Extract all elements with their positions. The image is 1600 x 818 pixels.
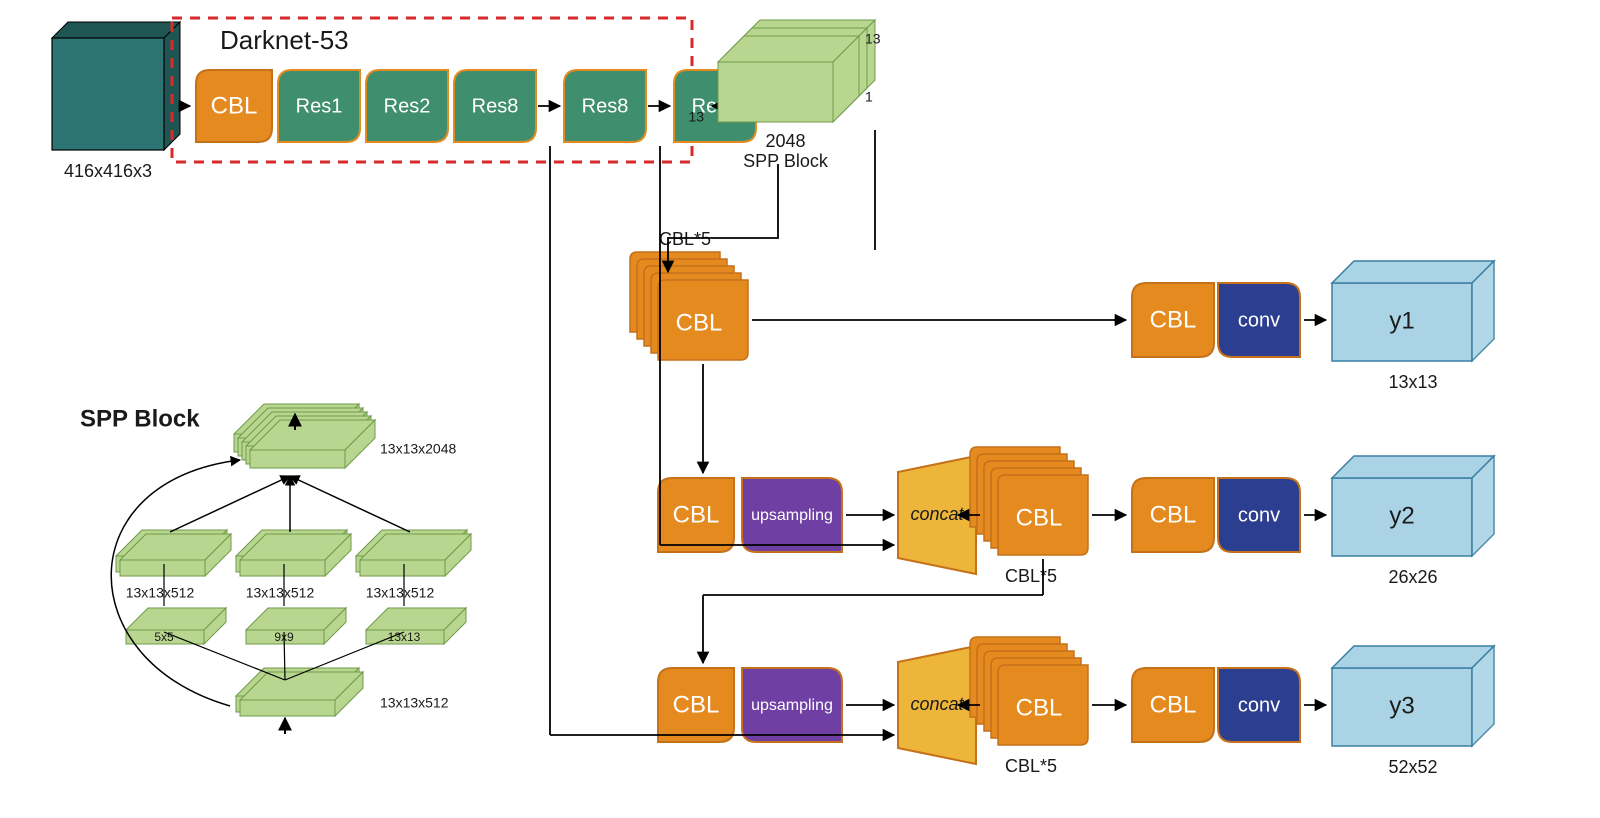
svg-text:upsampling: upsampling: [751, 507, 833, 524]
spp-inset-title: SPP Block: [80, 405, 200, 432]
svg-text:conv: conv: [1238, 694, 1280, 716]
svg-text:13x13x2048: 13x13x2048: [380, 441, 457, 457]
input-top: [52, 22, 180, 38]
svg-text:13x13x512: 13x13x512: [126, 585, 195, 601]
svg-text:y1: y1: [1389, 307, 1414, 334]
svg-text:1: 1: [865, 89, 873, 105]
svg-text:13x13x512: 13x13x512: [246, 585, 315, 601]
darknet-title: Darknet-53: [220, 25, 349, 55]
svg-text:conv: conv: [1238, 309, 1280, 331]
svg-text:y2: y2: [1389, 502, 1414, 529]
svg-text:13x13x512: 13x13x512: [380, 695, 449, 711]
svg-text:CBL*5: CBL*5: [1005, 566, 1057, 586]
svg-text:Res2: Res2: [384, 95, 431, 117]
spp-inset-slab: [240, 560, 325, 576]
svg-text:CBL*5: CBL*5: [1005, 756, 1057, 776]
spp-inset-slab: [120, 560, 205, 576]
svg-text:Res8: Res8: [582, 95, 629, 117]
svg-text:conv: conv: [1238, 504, 1280, 526]
input-dims: 416x416x3: [64, 161, 152, 181]
svg-text:CBL: CBL: [211, 92, 258, 119]
svg-text:13x13x512: 13x13x512: [366, 585, 435, 601]
svg-text:concat: concat: [910, 504, 964, 524]
svg-text:52x52: 52x52: [1388, 757, 1437, 777]
architecture-diagram: 416x416x3Darknet-53CBLRes1Res2Res8Res8Re…: [0, 0, 1600, 818]
svg-text:concat: concat: [910, 694, 964, 714]
svg-text:CBL: CBL: [1016, 504, 1063, 531]
svg-text:CBL: CBL: [673, 501, 720, 528]
svg-text:Res8: Res8: [472, 95, 519, 117]
svg-text:CBL: CBL: [1150, 501, 1197, 528]
svg-text:CBL: CBL: [676, 309, 723, 336]
input-front: [52, 38, 164, 150]
spp-block-label: SPP Block: [743, 151, 829, 171]
spp-skip: [111, 460, 240, 706]
svg-text:CBL: CBL: [1150, 306, 1197, 333]
svg-text:CBL: CBL: [1150, 691, 1197, 718]
spp-width: 2048: [765, 131, 805, 151]
svg-text:13x13: 13x13: [1388, 372, 1437, 392]
svg-text:13: 13: [865, 31, 881, 47]
svg-text:y3: y3: [1389, 692, 1414, 719]
spp-inset-slab: [250, 450, 345, 468]
svg-text:CBL: CBL: [673, 691, 720, 718]
svg-text:Res1: Res1: [296, 95, 343, 117]
spp-inset-slab: [360, 560, 445, 576]
svg-text:13: 13: [688, 109, 704, 125]
svg-text:upsampling: upsampling: [751, 697, 833, 714]
spp-slab: [718, 62, 833, 122]
spp-inset-slab: [240, 700, 335, 716]
svg-text:CBL: CBL: [1016, 694, 1063, 721]
svg-text:26x26: 26x26: [1388, 567, 1437, 587]
